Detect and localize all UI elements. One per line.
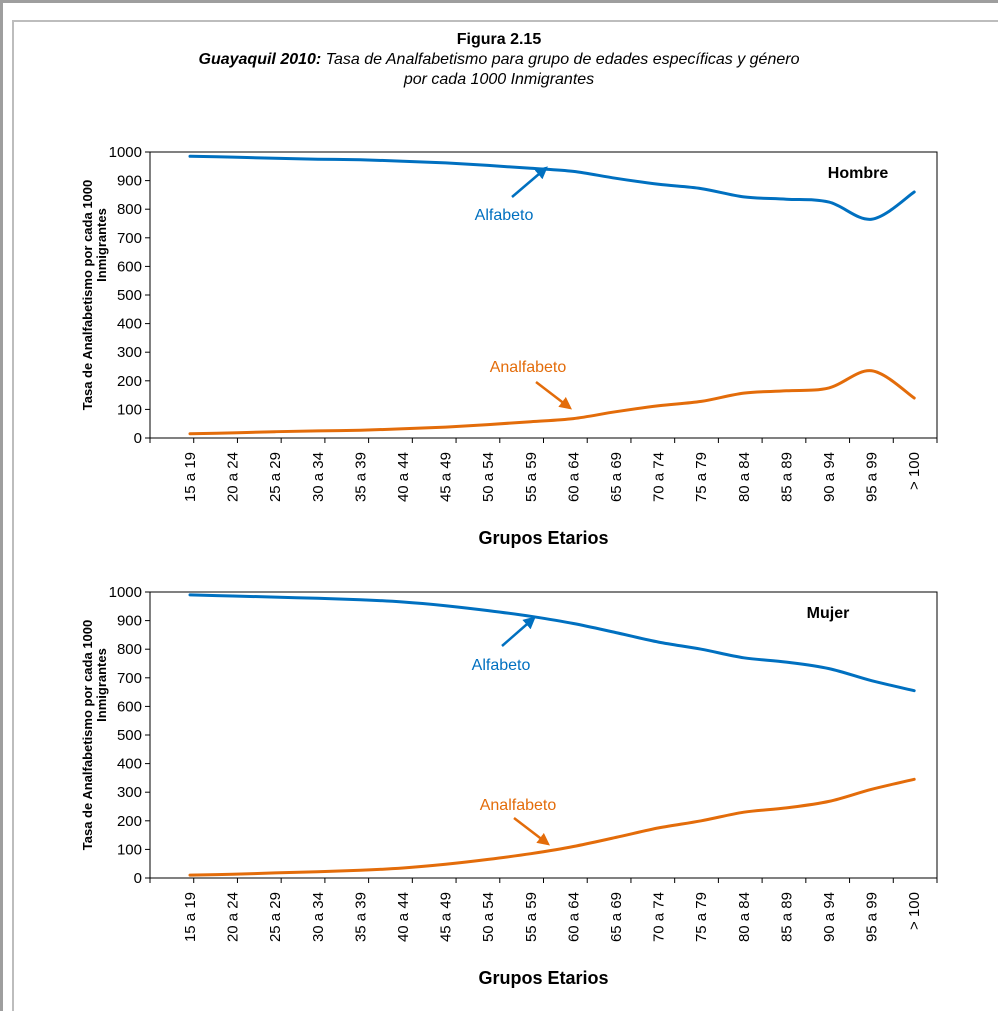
figure-subtitle: Guayaquil 2010: Tasa de Analfabetismo pa… xyxy=(0,50,998,70)
panel-label: Mujer xyxy=(807,605,850,622)
annotation-arrow-alfabeto xyxy=(501,616,536,647)
y-tick-label: 0 xyxy=(134,870,142,887)
x-tick-label: 55 a 59 xyxy=(523,452,540,502)
y-tick-label: 600 xyxy=(117,258,142,275)
y-tick-label: 100 xyxy=(117,401,142,418)
x-tick-label: 90 a 94 xyxy=(821,452,838,502)
x-tick-label: 80 a 84 xyxy=(736,892,753,942)
y-tick-label: 300 xyxy=(117,784,142,801)
y-tick-label: 300 xyxy=(117,344,142,361)
x-tick-label: 95 a 99 xyxy=(864,452,881,502)
annotation-arrow-analfabeto xyxy=(513,817,550,846)
x-axis-title: Grupos Etarios xyxy=(478,968,608,988)
plot-area-frame xyxy=(149,591,938,879)
x-tick-label: > 100 xyxy=(906,452,923,490)
x-tick-label: 40 a 44 xyxy=(395,892,412,942)
y-axis-title: Tasa de Analfabetismo por cada 1000 xyxy=(80,620,95,850)
figure-title-block: Figura 2.15 Guayaquil 2010: Tasa de Anal… xyxy=(0,30,998,90)
y-tick-label: 0 xyxy=(134,430,142,447)
inner-border-left xyxy=(12,22,14,1011)
x-tick-label: 15 a 19 xyxy=(182,892,199,942)
x-tick-label: 20 a 24 xyxy=(225,452,242,502)
y-axis-title: Tasa de Analfabetismo por cada 1000 xyxy=(80,180,95,410)
x-tick-label: 25 a 29 xyxy=(267,452,284,502)
y-axis-title-line2: Inmigrantes xyxy=(94,208,109,282)
x-tick-label: 30 a 34 xyxy=(310,452,327,502)
x-tick-label: 15 a 19 xyxy=(182,452,199,502)
x-tick-label: 95 a 99 xyxy=(864,892,881,942)
figure-number: Figura 2.15 xyxy=(456,31,542,48)
y-tick-label: 1000 xyxy=(109,144,142,161)
series-line-alfabeto xyxy=(188,593,916,693)
figure-subtitle-line2: por cada 1000 Inmigrantes xyxy=(403,71,595,88)
x-tick-label: 70 a 74 xyxy=(651,892,668,942)
y-tick-label: 1000 xyxy=(109,584,142,601)
series-label-alfabeto: Alfabeto xyxy=(475,207,534,224)
x-tick-label: 40 a 44 xyxy=(395,452,412,502)
x-tick-label: 65 a 69 xyxy=(608,452,625,502)
x-tick-label: 90 a 94 xyxy=(821,892,838,942)
y-tick-label: 400 xyxy=(117,756,142,773)
y-tick-label: 200 xyxy=(117,373,142,390)
x-tick-label: 85 a 89 xyxy=(778,452,795,502)
x-tick-label: 50 a 54 xyxy=(480,452,497,502)
y-tick-label: 800 xyxy=(117,201,142,218)
figure-subtitle-bold: Guayaquil 2010: xyxy=(198,51,322,68)
x-tick-label: 25 a 29 xyxy=(267,892,284,942)
y-tick-label: 500 xyxy=(117,727,142,744)
panel-label: Hombre xyxy=(828,165,889,182)
x-tick-label: 55 a 59 xyxy=(523,892,540,942)
x-tick-label: 50 a 54 xyxy=(480,892,497,942)
x-tick-label: 85 a 89 xyxy=(778,892,795,942)
series-line-analfabeto xyxy=(188,777,916,877)
x-axis-title: Grupos Etarios xyxy=(478,528,608,548)
x-tick-label: 65 a 69 xyxy=(608,892,625,942)
x-tick-label: 60 a 64 xyxy=(565,452,582,502)
x-tick-label: 80 a 84 xyxy=(736,452,753,502)
series-label-analfabeto: Analfabeto xyxy=(480,797,557,814)
x-tick-label: 35 a 39 xyxy=(352,892,369,942)
x-tick-label: 75 a 79 xyxy=(693,892,710,942)
x-tick-label: 45 a 49 xyxy=(438,892,455,942)
series-line-analfabeto xyxy=(188,369,916,436)
frame-border-top xyxy=(0,0,998,3)
x-tick-label: > 100 xyxy=(906,892,923,930)
y-tick-label: 200 xyxy=(117,813,142,830)
annotation-arrow-alfabeto xyxy=(511,166,548,198)
y-tick-label: 900 xyxy=(117,613,142,630)
inner-border-top xyxy=(12,20,998,22)
y-tick-label: 500 xyxy=(117,287,142,304)
x-tick-label: 30 a 34 xyxy=(310,892,327,942)
y-tick-label: 700 xyxy=(117,230,142,247)
y-tick-label: 600 xyxy=(117,698,142,715)
y-tick-label: 900 xyxy=(117,173,142,190)
series-label-alfabeto: Alfabeto xyxy=(472,657,531,674)
x-tick-label: 70 a 74 xyxy=(651,452,668,502)
chart-mujer: 0 100 200 300 400 500 600 700 800 900 1000 15 a 19 2… xyxy=(80,584,938,988)
x-tick-label: 20 a 24 xyxy=(225,892,242,942)
x-tick-label: 45 a 49 xyxy=(438,452,455,502)
y-tick-label: 800 xyxy=(117,641,142,658)
y-tick-label: 700 xyxy=(117,670,142,687)
x-tick-label: 60 a 64 xyxy=(565,892,582,942)
y-axis-title-line2: Inmigrantes xyxy=(94,648,109,722)
frame-border-left xyxy=(0,0,3,1011)
plot-area-frame xyxy=(149,151,938,439)
series-line-alfabeto xyxy=(188,154,916,221)
chart-hombre: 0 100 200 300 400 500 600 700 800 900 1000 15 a 19 2… xyxy=(80,144,938,548)
annotation-arrow-analfabeto xyxy=(535,381,572,410)
y-tick-label: 400 xyxy=(117,316,142,333)
y-tick-label: 100 xyxy=(117,841,142,858)
x-tick-label: 75 a 79 xyxy=(693,452,710,502)
series-label-analfabeto: Analfabeto xyxy=(490,359,567,376)
x-tick-label: 35 a 39 xyxy=(352,452,369,502)
figure-subtitle-rest: Tasa de Analfabetismo para grupo de edad… xyxy=(321,51,800,68)
